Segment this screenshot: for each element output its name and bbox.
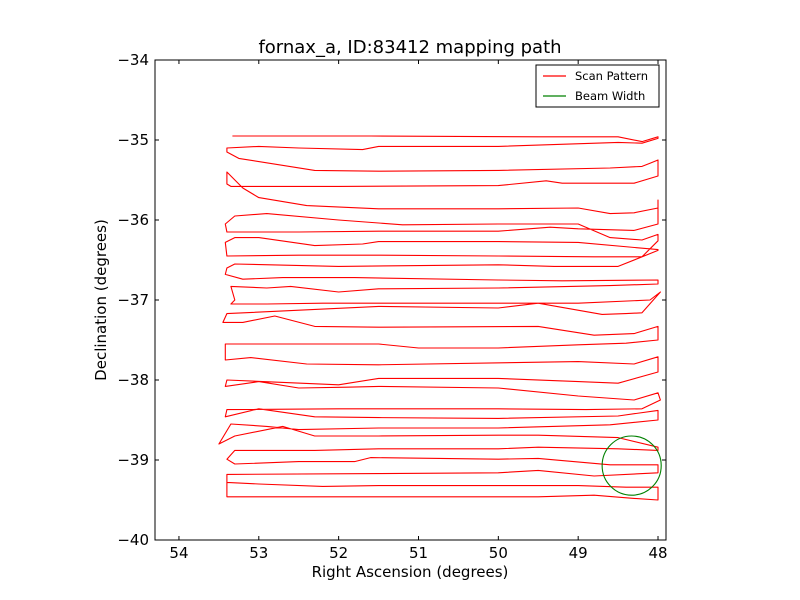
x-tick-label: 54	[169, 544, 188, 562]
y-tick-label: −37	[117, 291, 149, 309]
y-tick-label: −39	[117, 451, 149, 469]
y-tick-label: −34	[117, 51, 149, 69]
x-tick-label: 49	[569, 544, 588, 562]
legend-label-scan-pattern: Scan Pattern	[575, 69, 648, 83]
y-tick-label: −36	[117, 211, 149, 229]
x-tick-label: 51	[409, 544, 428, 562]
legend-box	[535, 64, 660, 108]
y-tick-label: −40	[117, 531, 149, 549]
plot-area	[154, 59, 667, 541]
legend-label-beam-width: Beam Width	[575, 89, 645, 103]
x-tick-label: 53	[249, 544, 268, 562]
x-axis: 54 53 52 51 50 49 48	[169, 60, 668, 562]
y-axis-label: Declination (degrees)	[92, 219, 110, 381]
x-tick-label: 48	[648, 544, 667, 562]
chart-title: fornax_a, ID:83412 mapping path	[258, 37, 561, 58]
x-axis-label: Right Ascension (degrees)	[312, 563, 509, 581]
y-tick-label: −38	[117, 371, 149, 389]
x-tick-label: 50	[489, 544, 508, 562]
legend: Scan Pattern Beam Width	[535, 64, 660, 108]
x-tick-label: 52	[329, 544, 348, 562]
plot-background	[155, 60, 666, 540]
beam-width-circle	[601, 435, 662, 496]
series-layer	[218, 135, 662, 501]
y-tick-label: −35	[117, 131, 149, 149]
scan-pattern-path	[218, 135, 661, 501]
y-axis: −34 −35 −36 −37 −38 −39 −40	[117, 51, 666, 549]
